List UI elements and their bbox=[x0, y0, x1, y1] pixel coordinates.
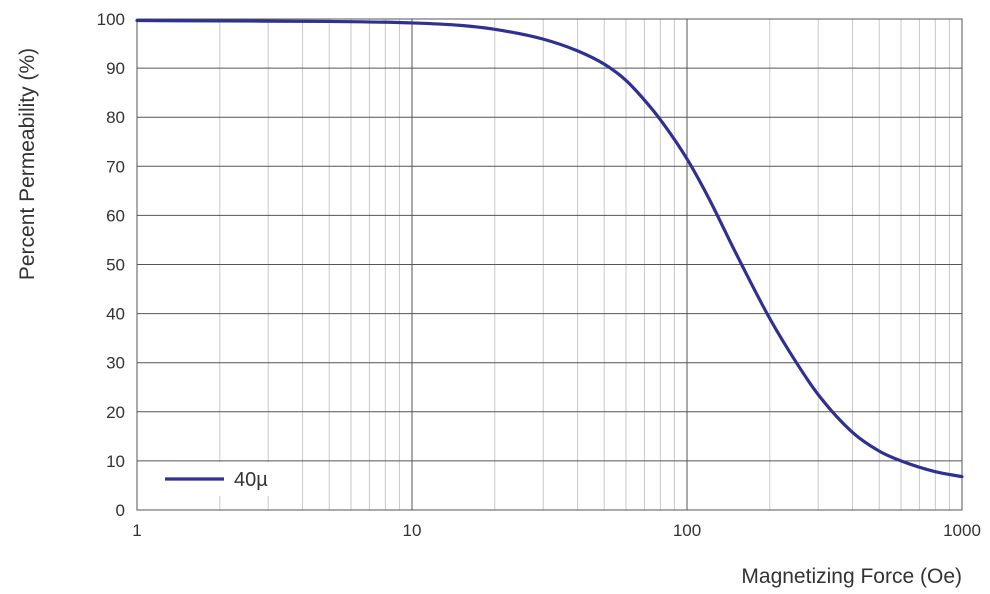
y-tick-label: 30 bbox=[106, 354, 125, 373]
y-tick-label: 10 bbox=[106, 452, 125, 471]
y-tick-label: 80 bbox=[106, 108, 125, 127]
x-tick-label: 100 bbox=[673, 521, 701, 540]
x-axis-tick-labels: 1 10 100 1000 bbox=[132, 521, 981, 540]
x-tick-label: 1000 bbox=[943, 521, 981, 540]
major-gridlines bbox=[136, 18, 963, 511]
y-tick-label: 20 bbox=[106, 403, 125, 422]
y-axis-tick-labels: 0 10 20 30 40 50 60 70 80 90 100 bbox=[97, 10, 125, 520]
x-tick-label: 10 bbox=[403, 521, 422, 540]
x-axis-title: Magnetizing Force (Oe) bbox=[741, 565, 962, 588]
series-line-40u bbox=[135, 18, 964, 479]
y-tick-label: 0 bbox=[116, 501, 125, 520]
y-axis-title: Percent Permeability (%) bbox=[16, 48, 39, 280]
y-tick-label: 100 bbox=[97, 10, 125, 29]
plot-frame bbox=[136, 18, 963, 511]
y-tick-label: 90 bbox=[106, 59, 125, 78]
x-tick-label: 1 bbox=[132, 521, 141, 540]
legend: 40µ bbox=[148, 462, 298, 496]
series-layer bbox=[135, 18, 964, 479]
y-tick-label: 70 bbox=[106, 157, 125, 176]
y-tick-label: 40 bbox=[106, 305, 125, 324]
y-tick-label: 60 bbox=[106, 206, 125, 225]
y-tick-label: 50 bbox=[106, 256, 125, 275]
legend-label-40u: 40µ bbox=[234, 469, 268, 491]
